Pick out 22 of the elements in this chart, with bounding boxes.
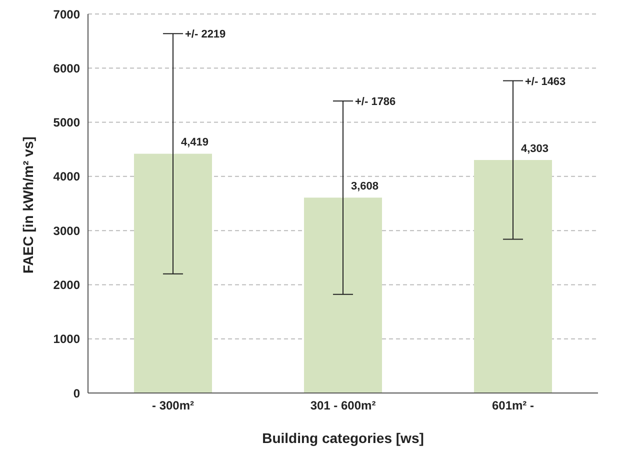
data-label: 3,608	[351, 180, 379, 193]
y-tick-label: 4000	[53, 170, 80, 184]
x-axis-title: Building categories [ws]	[262, 430, 424, 446]
data-label: 4,419	[181, 136, 209, 149]
y-tick-label: 3000	[53, 224, 80, 238]
x-tick-label: - 300m²	[152, 398, 194, 413]
y-tick-label: 1000	[53, 332, 80, 346]
annotation: +/- 1786	[355, 96, 396, 108]
bar	[304, 198, 382, 393]
x-tick-label: 301 - 600m²	[310, 398, 376, 413]
annotation: +/- 2219	[185, 28, 226, 41]
y-tick-label: 0	[73, 386, 80, 400]
data-label: 4,303	[521, 143, 549, 156]
bar	[134, 154, 212, 393]
y-tick-label: 6000	[53, 61, 80, 76]
y-axis-title: FAEC [in kWh/m² vs]	[20, 136, 36, 274]
y-tick-label: 5000	[53, 116, 80, 130]
y-tick-label: 7000	[53, 7, 80, 22]
x-tick-label: 601m² -	[492, 398, 534, 413]
y-tick-label: 2000	[53, 278, 80, 292]
bar	[474, 160, 552, 393]
annotation: +/- 1463	[525, 76, 566, 88]
